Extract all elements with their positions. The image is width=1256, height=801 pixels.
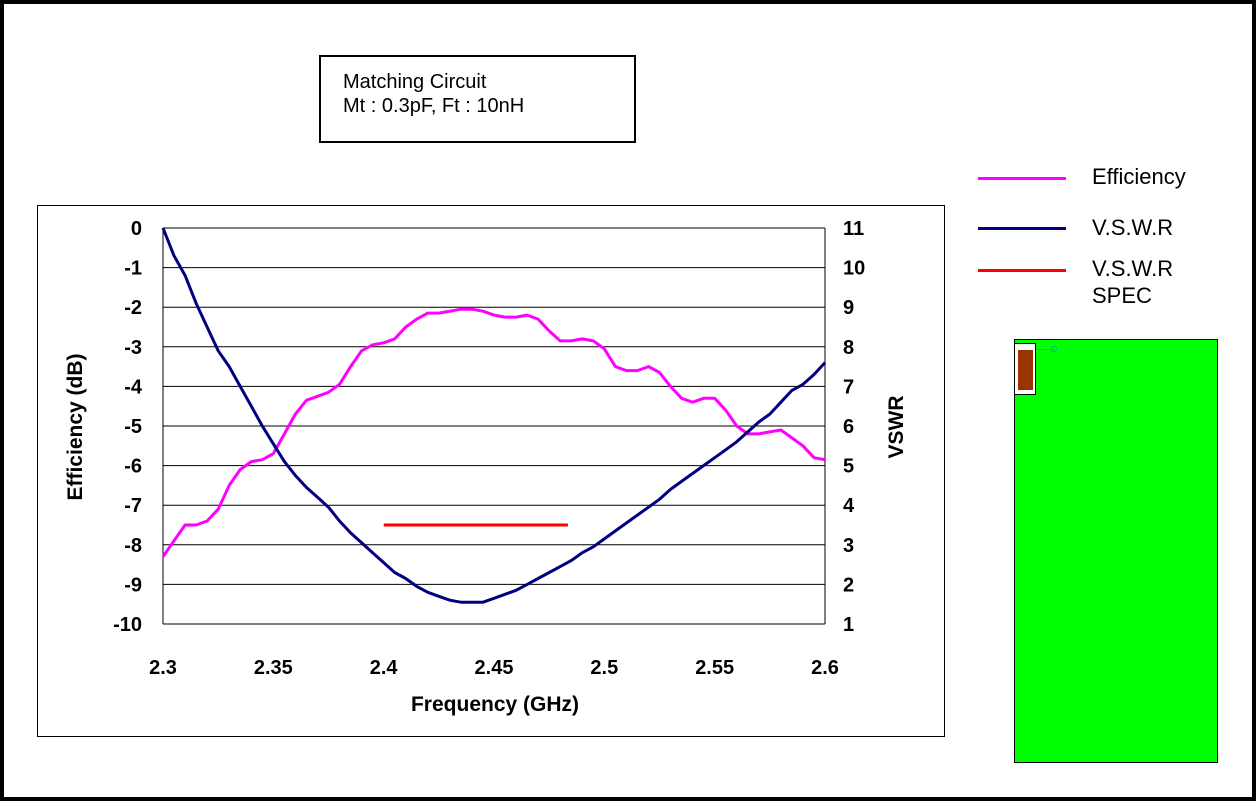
y-tick-label: -10	[113, 614, 142, 636]
y-tick-label: -1	[124, 258, 142, 280]
x-axis-title: Frequency (GHz)	[411, 693, 579, 716]
x-tick-label: 2.5	[590, 657, 618, 679]
series-line-v-s-w-r	[161, 227, 827, 604]
feed-point-icon	[1051, 346, 1057, 352]
legend-efficiency-swatch	[978, 177, 1066, 180]
y-tick-label: -9	[124, 574, 142, 596]
y2-tick-label: 3	[843, 535, 854, 557]
legend-vswr-label: V.S.W.R	[1092, 215, 1174, 240]
x-tick-label: 2.3	[149, 657, 177, 679]
feed-line	[1036, 349, 1054, 350]
x-tick-label: 2.55	[695, 657, 734, 679]
y-tick-label: -8	[124, 535, 142, 557]
series-line-efficiency	[161, 307, 826, 558]
x-tick-label: 2.45	[475, 657, 514, 679]
y2-tick-label: 8	[843, 337, 854, 359]
plot-series	[161, 227, 827, 604]
axis-ticks: 0 -1 -2 -3 -4 -5 -6 -7 -8 -9 -10 11 10 9 8 7 6 5 4 3 2 1 2.3 2.…	[113, 218, 865, 679]
x-tick-label: 2.6	[811, 657, 839, 679]
y2-tick-label: 10	[843, 258, 865, 280]
y-tick-label: -3	[124, 337, 142, 359]
x-tick-label: 2.35	[254, 657, 293, 679]
antenna-chip	[1018, 350, 1033, 390]
pcb-board-image	[1014, 339, 1218, 763]
y-tick-label: -2	[124, 297, 142, 319]
y2-tick-label: 7	[843, 376, 854, 398]
y2-axis-title: VSWR	[885, 396, 908, 459]
y2-tick-label: 4	[843, 495, 855, 517]
y-tick-label: 0	[131, 218, 142, 240]
y-tick-label: -7	[124, 495, 142, 517]
legend-efficiency-label: Efficiency	[1092, 164, 1186, 189]
legend-vswr-swatch	[978, 227, 1066, 230]
matching-circuit-values: Mt : 0.3pF, Ft : 10nH	[343, 95, 525, 117]
legend-vswr-spec-swatch	[978, 269, 1066, 272]
y-tick-label: -5	[124, 416, 142, 438]
y2-tick-label: 5	[843, 456, 854, 478]
y2-tick-label: 1	[843, 614, 854, 636]
y2-tick-label: 11	[843, 218, 864, 240]
y2-tick-label: 9	[843, 297, 854, 319]
y2-tick-label: 2	[843, 574, 854, 596]
y2-tick-label: 6	[843, 416, 854, 438]
matching-circuit-box: Matching Circuit Mt : 0.3pF, Ft : 10nH	[319, 55, 636, 143]
legend-vswr-spec-label: V.S.W.R SPEC	[1092, 256, 1174, 308]
y-tick-label: -4	[124, 376, 143, 398]
x-tick-label: 2.4	[370, 657, 399, 679]
chart-area	[37, 205, 945, 737]
matching-circuit-title: Matching Circuit	[343, 71, 487, 93]
grid-lines	[162, 227, 826, 625]
y-axis-title: Efficiency (dB)	[64, 353, 87, 500]
y-tick-label: -6	[124, 456, 142, 478]
